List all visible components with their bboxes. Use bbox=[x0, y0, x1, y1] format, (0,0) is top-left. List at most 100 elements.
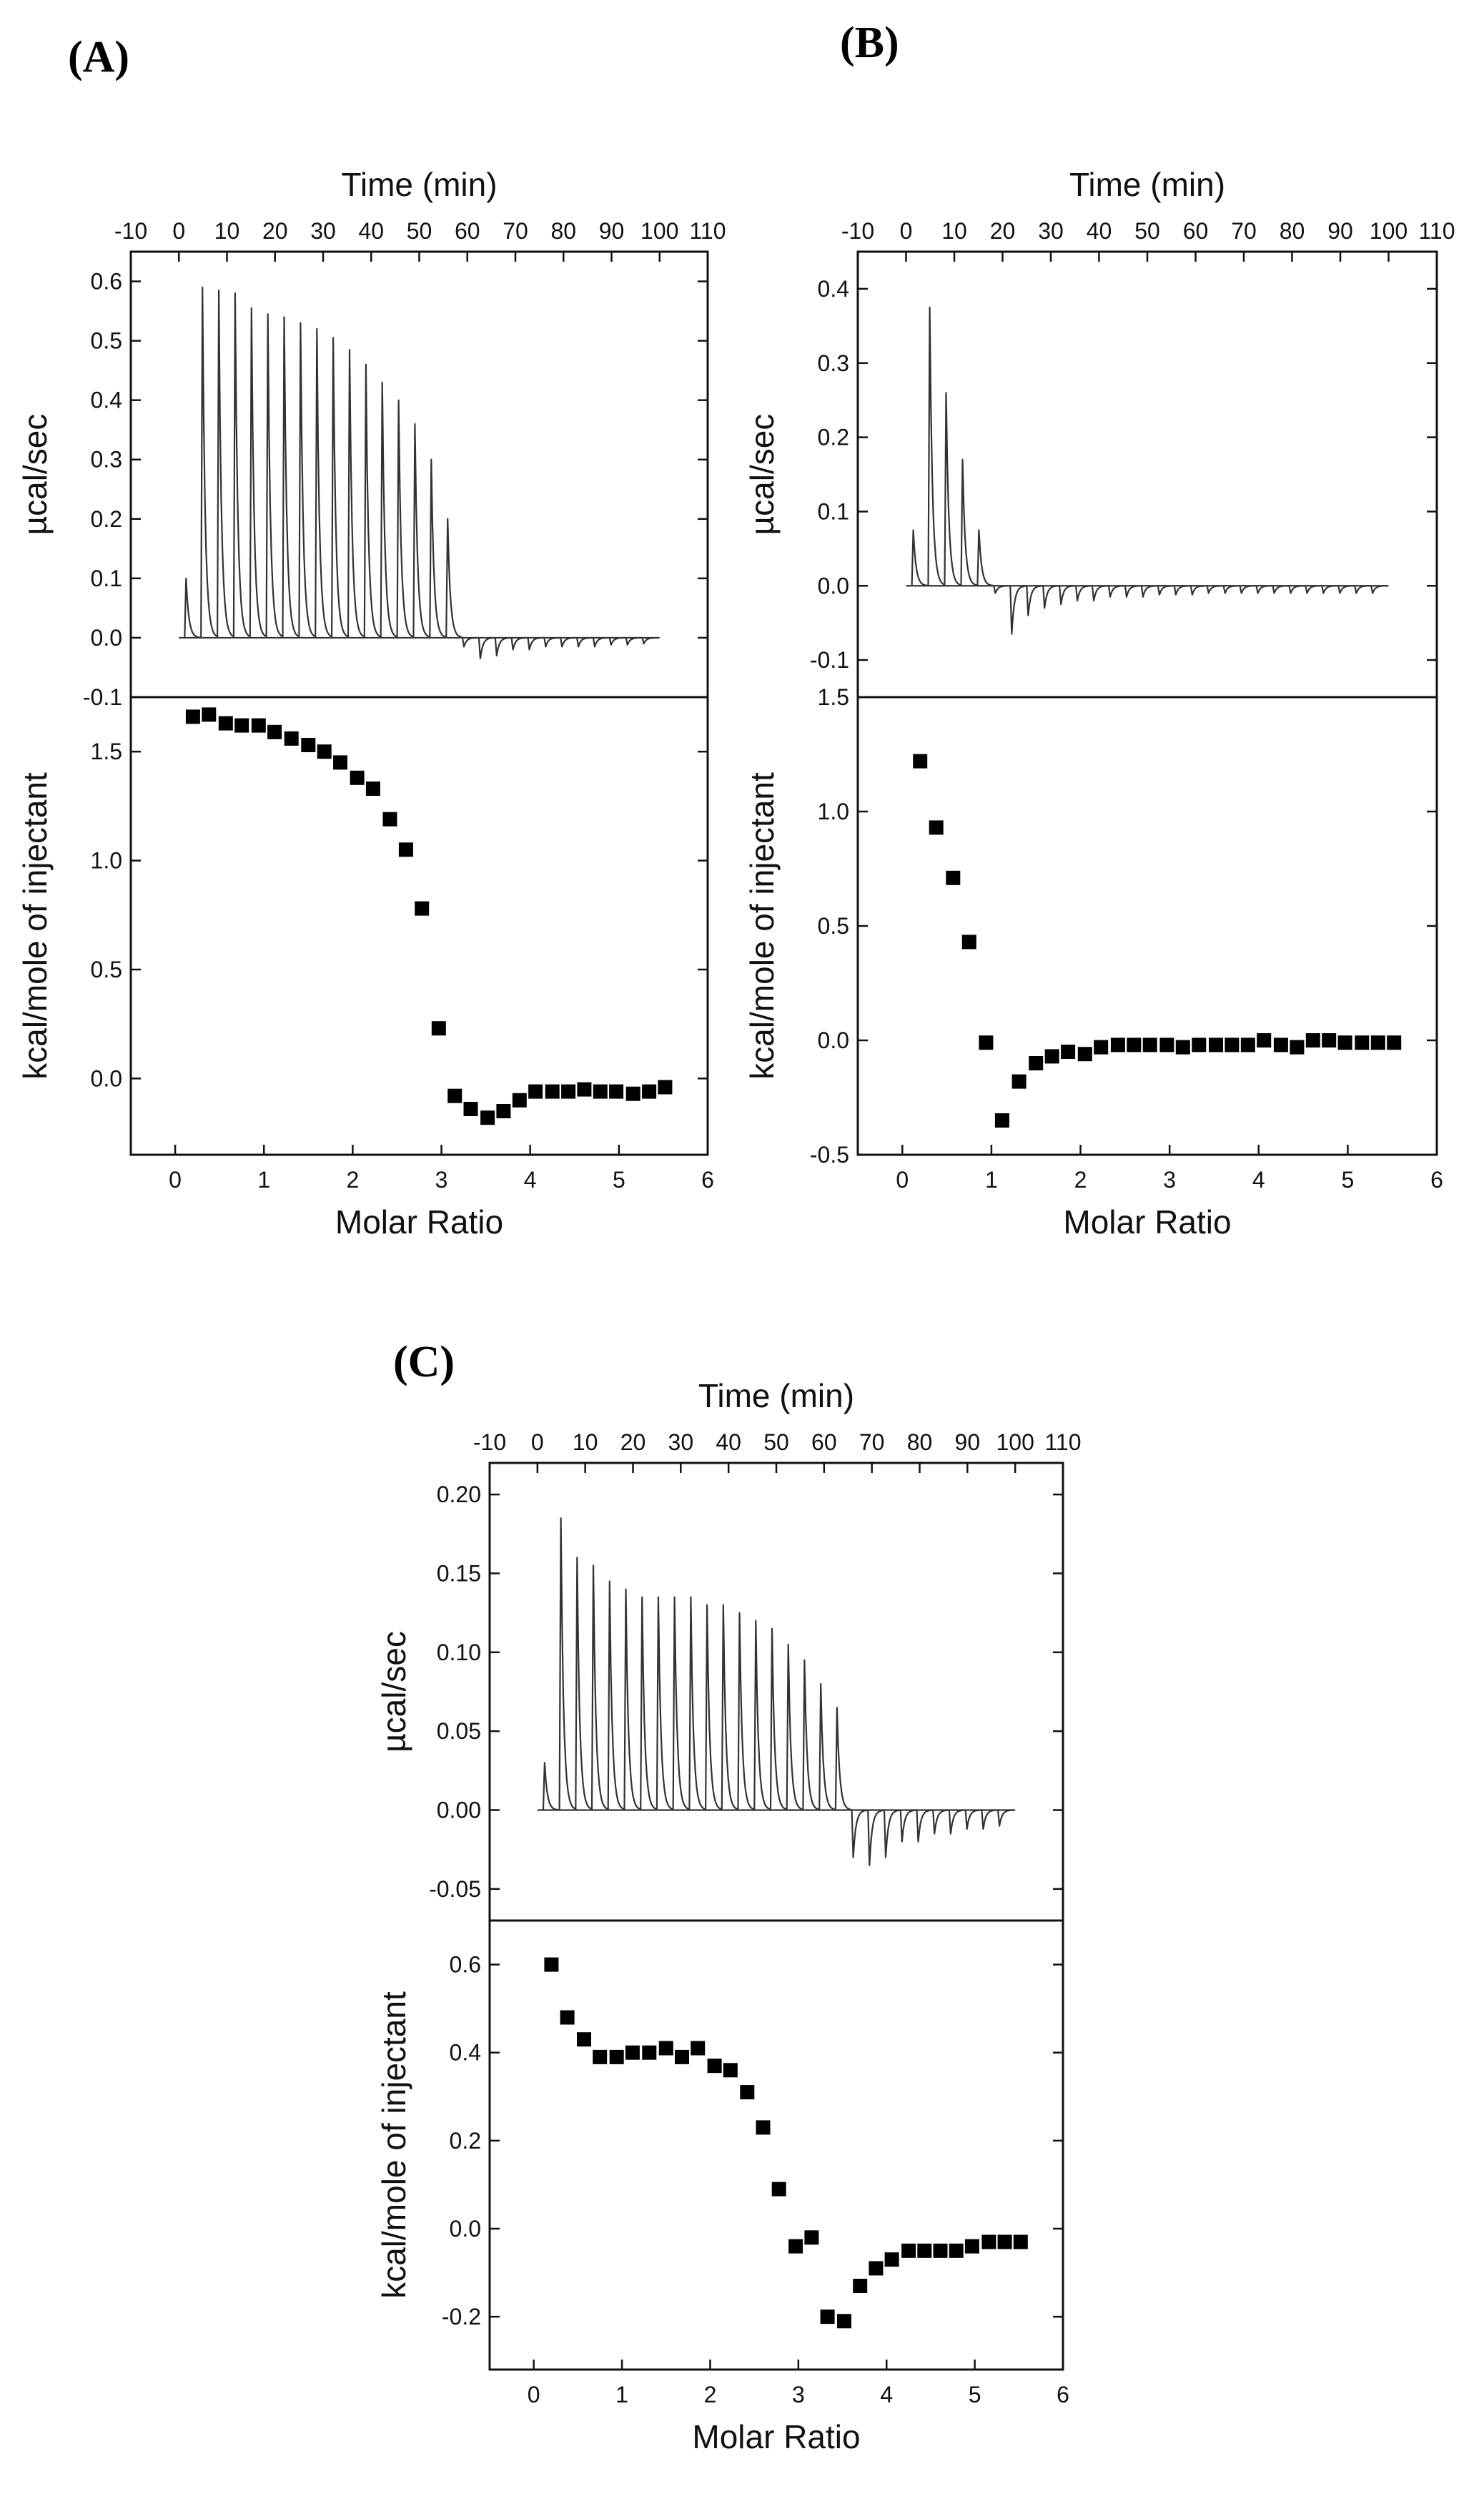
c-top-injection-peak bbox=[590, 1564, 608, 1810]
b-bottom-xtick-label: 2 bbox=[1074, 1167, 1087, 1193]
c-bottom-data-point bbox=[949, 2243, 964, 2258]
a-bottom-data-point bbox=[593, 1084, 608, 1099]
a-top-injection-peak bbox=[478, 637, 495, 660]
c-bottom-xtick-label: 0 bbox=[528, 2382, 540, 2407]
a-top-xtick-label: 50 bbox=[407, 218, 432, 244]
c-bottom-data-point bbox=[707, 2059, 722, 2074]
panel-b-binding-isotherm: -0.5 0.0 0.5 1.0 1.5 kcal/mole of injectant 0 1… bbox=[743, 684, 1443, 1241]
a-bottom-data-point bbox=[658, 1080, 673, 1095]
b-bottom-data-point bbox=[994, 1113, 1009, 1128]
b-bottom-data-point bbox=[979, 1035, 994, 1050]
c-top-xtick-label: -10 bbox=[473, 1429, 506, 1455]
c-top-injection-peak bbox=[769, 1627, 787, 1810]
a-bottom-data-point bbox=[350, 770, 365, 785]
b-top-xtick-label: 90 bbox=[1327, 218, 1353, 244]
a-bottom-xtick-label: 0 bbox=[169, 1167, 182, 1193]
c-top-ytick-label: 0.00 bbox=[437, 1798, 481, 1823]
b-bottom-ytick-label: 1.5 bbox=[818, 684, 849, 710]
c-top-xtick-label: 70 bbox=[859, 1429, 885, 1455]
a-bottom-xlabel: Molar Ratio bbox=[335, 1203, 503, 1241]
c-top-injection-peak bbox=[867, 1809, 884, 1866]
c-bottom-data-point bbox=[560, 2010, 575, 2025]
b-top-injection-peak bbox=[1189, 585, 1207, 596]
a-top-injection-peak bbox=[510, 636, 528, 651]
a-bottom-ytick-label: 1.5 bbox=[91, 739, 122, 764]
b-bottom-data-point bbox=[1159, 1037, 1174, 1053]
a-bottom-data-point bbox=[251, 718, 266, 733]
b-bottom-data-point bbox=[1273, 1037, 1288, 1053]
c-top-xtick-label: 20 bbox=[620, 1429, 646, 1455]
a-bottom-data-point bbox=[561, 1084, 576, 1099]
c-top-ytick-label: 0.10 bbox=[437, 1640, 481, 1665]
a-top-ytick-label: 0.2 bbox=[91, 506, 122, 532]
c-bottom-xtick-label: 2 bbox=[704, 2382, 717, 2407]
c-top-xtick-label: 80 bbox=[907, 1429, 933, 1455]
c-top-injection-peak bbox=[818, 1682, 836, 1810]
c-bottom-xlabel: Molar Ratio bbox=[692, 2418, 860, 2455]
c-top-injection-peak bbox=[688, 1596, 706, 1810]
b-bottom-data-point bbox=[1387, 1035, 1402, 1050]
c-bottom-ytick-label: 0.4 bbox=[450, 2040, 481, 2066]
a-bottom-data-point bbox=[301, 738, 316, 752]
c-bottom-data-point bbox=[933, 2243, 948, 2258]
b-top-xtick-label: 60 bbox=[1183, 218, 1209, 244]
b-top-ytick-label: -0.1 bbox=[810, 647, 849, 673]
c-bottom-data-point bbox=[658, 2041, 673, 2056]
a-top-xtick-label: 20 bbox=[262, 218, 288, 244]
c-bottom-ytick-label: 0.6 bbox=[450, 1952, 481, 1978]
b-bottom-ytick-label: 0.5 bbox=[818, 913, 849, 939]
b-top-injection-peak bbox=[960, 458, 977, 586]
a-bottom-data-point bbox=[218, 716, 233, 731]
a-top-injection-peak bbox=[217, 289, 234, 638]
c-top-injection-peak bbox=[640, 1596, 657, 1810]
a-bottom-data-point bbox=[398, 842, 413, 857]
c-top-ytick-label: 0.15 bbox=[437, 1560, 481, 1586]
b-top-xlabel: Time (min) bbox=[1069, 166, 1225, 203]
a-bottom-data-point bbox=[333, 755, 347, 770]
a-bottom-data-point bbox=[463, 1102, 478, 1116]
a-top-injection-peak bbox=[527, 636, 544, 651]
a-bottom-data-point bbox=[267, 724, 282, 739]
b-bottom-data-point bbox=[1240, 1037, 1255, 1053]
c-bottom-data-point bbox=[740, 2085, 755, 2100]
b-bottom-data-point bbox=[1011, 1074, 1027, 1089]
b-top-injection-peak bbox=[1288, 585, 1305, 594]
b-top-xtick-label: 110 bbox=[1418, 218, 1455, 244]
b-top-injection-peak bbox=[1321, 585, 1338, 594]
a-top-injection-peak bbox=[592, 636, 610, 648]
b-top-injection-peak bbox=[1107, 585, 1125, 598]
b-top-injection-peak bbox=[1305, 585, 1322, 594]
c-top-injection-peak bbox=[721, 1604, 738, 1810]
b-bottom-data-point bbox=[961, 935, 976, 950]
b-top-injection-peak bbox=[1009, 585, 1027, 635]
b-top-xtick-label: 10 bbox=[941, 218, 967, 244]
c-bottom-ytick-label: 0.2 bbox=[450, 2128, 481, 2154]
c-bottom-data-point bbox=[964, 2239, 979, 2254]
a-top-xlabel: Time (min) bbox=[341, 166, 497, 203]
a-top-injection-peak bbox=[232, 292, 250, 638]
c-bottom-data-point bbox=[1013, 2234, 1028, 2249]
b-bottom-data-point bbox=[1175, 1040, 1190, 1055]
b-top-ytick-label: 0.3 bbox=[818, 350, 849, 376]
b-bottom-data-point bbox=[1077, 1047, 1092, 1062]
b-top-ylabel: µcal/sec bbox=[743, 414, 781, 536]
a-top-ytick-label: 0.1 bbox=[91, 566, 122, 591]
c-top-injection-peak bbox=[964, 1809, 981, 1830]
a-bottom-data-point bbox=[284, 731, 299, 746]
a-top-injection-peak bbox=[560, 636, 577, 648]
a-bottom-xtick-label: 1 bbox=[257, 1167, 270, 1193]
b-bottom-data-point bbox=[1094, 1040, 1109, 1055]
c-bottom-data-point bbox=[756, 2120, 771, 2135]
c-top-xtick-label: 90 bbox=[955, 1429, 981, 1455]
c-top-xtick-label: 10 bbox=[573, 1429, 598, 1455]
b-bottom-data-point bbox=[1225, 1037, 1240, 1053]
a-bottom-data-point bbox=[642, 1084, 657, 1099]
a-top-injection-peak bbox=[282, 316, 300, 638]
b-bottom-data-point bbox=[1257, 1033, 1272, 1048]
a-bottom-xtick-label: 2 bbox=[346, 1167, 359, 1193]
b-top-injection-peak bbox=[1140, 585, 1158, 598]
a-bottom-xtick-label: 4 bbox=[524, 1167, 537, 1193]
a-top-ytick-label: 0.3 bbox=[91, 447, 122, 473]
c-top-injection-peak bbox=[834, 1707, 852, 1810]
